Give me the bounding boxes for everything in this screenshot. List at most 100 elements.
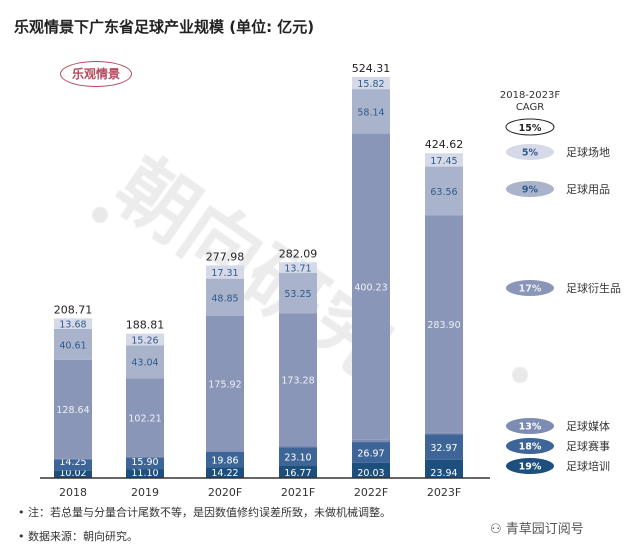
x-tick-label: 2022F xyxy=(354,486,388,499)
legend-pill xyxy=(506,418,554,434)
data-label: 102.21 xyxy=(128,413,161,424)
data-label: 17.31 xyxy=(211,268,238,279)
data-label: 19.86 xyxy=(211,456,238,467)
data-label: 10.02 xyxy=(59,468,86,479)
legend-label: 足球用品 xyxy=(566,182,610,196)
bar-segment xyxy=(126,469,164,478)
data-label: 58.14 xyxy=(357,107,384,118)
total-label: 188.81 xyxy=(126,319,165,332)
bar-segment xyxy=(206,315,244,451)
data-label: 63.56 xyxy=(430,187,457,198)
data-label: 20.03 xyxy=(357,468,384,479)
bar-segment xyxy=(206,467,244,478)
total-label: 208.71 xyxy=(54,303,93,316)
data-label: 53.25 xyxy=(284,289,311,300)
bar-segment xyxy=(54,318,92,329)
bar-segment xyxy=(425,215,463,433)
data-label: 14.22 xyxy=(211,468,238,479)
data-label: 15.90 xyxy=(131,457,158,468)
footnote: • 注：若总量与分量合计尾数不等，是因数值修约误差所致，未做机械调整。 xyxy=(18,506,391,519)
legend-cagr: 13% xyxy=(519,422,542,433)
x-tick-label: 2021F xyxy=(281,486,315,499)
bar-segment xyxy=(126,456,164,458)
data-label: 175.92 xyxy=(208,379,241,390)
legend-pill xyxy=(506,280,554,296)
bar-segment xyxy=(352,442,390,463)
bar-segment xyxy=(126,333,164,346)
bar-segment xyxy=(352,439,390,443)
legend-cagr: 18% xyxy=(519,442,542,453)
bar-segment xyxy=(54,459,92,471)
bar-segment xyxy=(279,272,317,314)
total-label: 277.98 xyxy=(206,250,245,263)
x-tick-label: 2023F xyxy=(427,486,461,499)
bar-segment xyxy=(425,166,463,216)
data-source: • 数据来源：朝向研究。 xyxy=(18,530,138,543)
bar-segment xyxy=(352,89,390,134)
data-label: 26.97 xyxy=(357,448,384,459)
legend-cagr: 19% xyxy=(519,462,542,473)
bar-segment xyxy=(279,465,317,478)
legend-label: 足球培训 xyxy=(566,459,610,473)
legend-cagr: 5% xyxy=(522,148,539,159)
bar-segment xyxy=(279,447,317,466)
data-label: 173.28 xyxy=(281,376,314,387)
data-label: 11.10 xyxy=(131,468,158,479)
wechat-logo: ⚇ 青草园订阅号 xyxy=(490,518,584,537)
bar-segment xyxy=(126,378,164,457)
bar-segment xyxy=(206,451,244,468)
legend-pill xyxy=(506,144,554,160)
bar-segment xyxy=(425,459,463,478)
bar-segment xyxy=(54,458,92,460)
legend-label: 足球场地 xyxy=(566,145,610,159)
legend-header: CAGR xyxy=(516,102,544,113)
bar-segment xyxy=(425,432,463,435)
data-label: 32.97 xyxy=(430,443,457,454)
logo-text: 青草园订阅号 xyxy=(505,522,584,537)
x-tick-label: 2018 xyxy=(59,486,87,499)
total-label: 424.62 xyxy=(425,138,464,151)
data-label: 43.04 xyxy=(131,358,158,369)
data-label: 13.68 xyxy=(59,320,86,331)
legend-cagr: 17% xyxy=(519,284,542,295)
legend-pill xyxy=(506,438,554,454)
bar-segment xyxy=(206,265,244,279)
bar-segment xyxy=(54,359,92,459)
x-tick-label: 2019 xyxy=(131,486,159,499)
legend-total-cagr: 15% xyxy=(519,123,542,134)
data-label: 15.82 xyxy=(357,79,384,90)
legend-total-pill xyxy=(505,118,555,136)
bar-segment xyxy=(279,445,317,448)
data-label: 400.23 xyxy=(354,283,387,294)
bar-segment xyxy=(279,313,317,446)
bar-segment xyxy=(352,77,390,90)
wechat-icon: ⚇ xyxy=(490,522,506,537)
bar-segment xyxy=(206,278,244,316)
legend-header: 2018-2023F xyxy=(500,90,561,101)
legend-cagr: 9% xyxy=(522,185,539,196)
total-label: 282.09 xyxy=(279,247,318,260)
data-label: 23.94 xyxy=(430,468,457,479)
bar-segment xyxy=(352,133,390,440)
data-label: 283.90 xyxy=(427,320,460,331)
data-label: 13.71 xyxy=(284,263,311,274)
total-label: 524.31 xyxy=(352,62,391,75)
legend-label: 足球媒体 xyxy=(566,419,610,433)
data-label: 48.85 xyxy=(211,293,238,304)
bar-segment xyxy=(54,470,92,478)
bar-segment xyxy=(425,434,463,460)
bar-segment xyxy=(352,462,390,478)
data-label: 17.45 xyxy=(430,156,457,167)
data-label: 40.61 xyxy=(59,340,86,351)
data-label: 15.26 xyxy=(131,335,158,346)
bar-segment xyxy=(279,262,317,273)
data-label: 128.64 xyxy=(56,405,89,416)
bar-segment xyxy=(126,457,164,470)
legend-pill xyxy=(506,458,554,474)
data-label: 23.10 xyxy=(284,452,311,463)
legend-pill xyxy=(506,181,554,197)
legend-label: 足球衍生品 xyxy=(566,281,621,295)
bar-segment xyxy=(126,345,164,379)
bar-segment xyxy=(206,450,244,452)
